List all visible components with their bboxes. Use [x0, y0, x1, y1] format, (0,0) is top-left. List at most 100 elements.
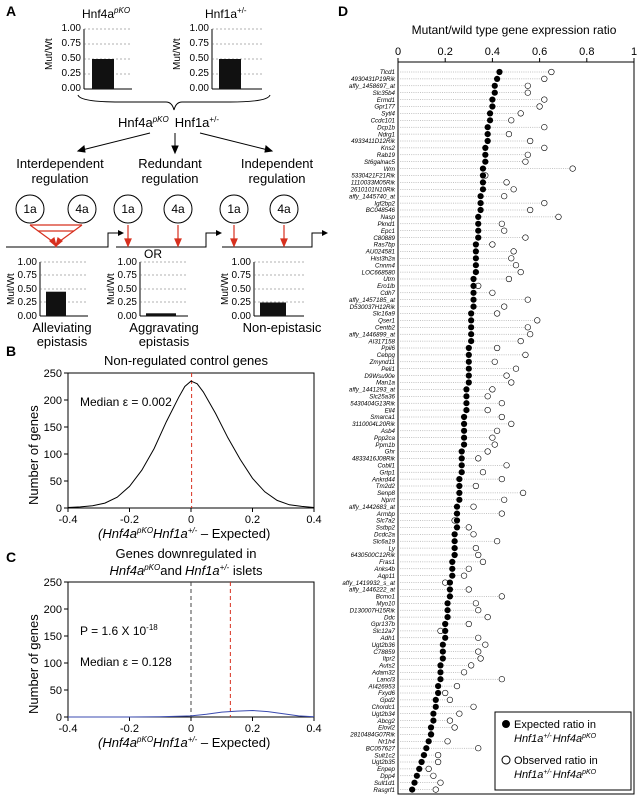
observed-point	[430, 772, 437, 779]
expected-point	[465, 358, 472, 365]
expected-point	[463, 386, 470, 393]
x-tick-1: -0.2	[120, 514, 139, 526]
regulation-3-bottom: regulation	[248, 171, 305, 186]
gene-label: affy_1442683_at	[349, 504, 395, 511]
left-bar-title: Hnf4apKO	[82, 6, 130, 21]
observed-point	[475, 648, 482, 655]
expected-point	[442, 634, 449, 641]
observed-point	[527, 206, 534, 214]
or-label: OR	[144, 247, 162, 261]
expected-point	[470, 289, 477, 296]
left-tick-4: 0.00	[62, 83, 82, 94]
gene-label: Armbp	[376, 511, 396, 518]
observed-point	[472, 544, 479, 552]
expected-point	[456, 482, 463, 490]
gene-label: Chordc1	[372, 704, 395, 711]
gene-label: Fxyd6	[378, 690, 395, 697]
circle-1a-2: 1a	[121, 202, 135, 216]
expected-point	[494, 75, 501, 82]
expected-point	[479, 165, 487, 172]
d-x-tick-4: 0.8	[579, 46, 594, 58]
gene-label: Ddc	[384, 614, 396, 621]
expected-point	[435, 683, 442, 690]
panel-label-b: B	[6, 343, 16, 359]
svg-text:Mut/Wt: Mut/Wt	[6, 273, 17, 305]
expected-point	[451, 545, 458, 552]
expected-point	[427, 724, 435, 731]
expected-point	[486, 117, 494, 124]
svg-text:0.50: 0.50	[18, 284, 38, 295]
circle-4a-3: 4a	[277, 202, 291, 216]
panel-label-d: D	[338, 3, 348, 19]
panel-d-chart: 0 0.2 0.4 0.6 0.8 1 Tlcd14930431P19Rikaffy_14…	[342, 46, 637, 795]
observed-point	[508, 117, 515, 124]
regulation-2-top: Redundant	[138, 156, 202, 171]
expected-point	[456, 489, 463, 496]
observed-point	[494, 538, 501, 545]
expected-point	[420, 752, 428, 759]
observed-point	[527, 137, 534, 145]
observed-point	[491, 358, 498, 365]
gene-label: Ppp2ca	[374, 435, 396, 442]
x-tick-2: 0	[188, 514, 194, 526]
y-tick-1: 50	[50, 685, 62, 697]
observed-point	[498, 676, 505, 683]
expected-point	[475, 213, 482, 220]
gene-label: Utrn	[383, 276, 395, 283]
expected-point	[451, 538, 458, 545]
gene-label: Peli1	[381, 366, 395, 373]
gene-label: 4930431P19Rik	[351, 76, 396, 83]
expected-point	[430, 717, 437, 724]
expected-point	[449, 565, 456, 572]
expected-point	[437, 676, 444, 683]
y-tick-4: 200	[44, 395, 62, 407]
right-bar-title: Hnf1a+/-	[205, 6, 247, 21]
legend-observed-2: Hnf1a+/-Hnf4apKO	[514, 769, 597, 781]
gene-label: Ermd1	[377, 97, 395, 104]
distribution-line	[67, 380, 315, 508]
gene-label: Slc12a7	[373, 628, 396, 635]
right-tick-2: 0.50	[190, 53, 210, 64]
panel-c-xlabel: (Hnf4apKOHnf1a+/- – Expected)	[98, 735, 270, 750]
observed-point	[494, 310, 501, 317]
gene-label: Zmynd11	[369, 359, 395, 366]
observed-point	[489, 241, 496, 248]
observed-point	[512, 262, 520, 269]
gene-label: Kns2	[381, 145, 396, 152]
expected-point	[491, 82, 498, 89]
expected-point	[444, 607, 451, 614]
right-bar-chart: 1.00 0.75 0.50 0.25 0.00 Mut/Wt	[172, 23, 262, 94]
observed-point	[425, 765, 432, 773]
observed-point	[503, 462, 510, 469]
observed-point	[517, 338, 524, 345]
gene-label: Dcp1b	[377, 124, 395, 131]
gene-label: Rasgrf1	[373, 787, 395, 794]
expected-point	[489, 96, 496, 103]
observed-point	[484, 407, 491, 414]
observed-point	[475, 634, 482, 641]
d-x-tick-2: 0.4	[485, 46, 500, 58]
outcome-chart-3: 1.00 0.75 0.50 0.25 0.00 Mut/Wt	[220, 257, 304, 322]
panel-c-median: Median ε = 0.128	[80, 655, 172, 669]
observed-point	[510, 248, 517, 255]
gene-label: Ankrd44	[371, 476, 396, 483]
gene-label: Myo10	[376, 601, 395, 608]
observed-point	[465, 524, 472, 531]
observed-point	[522, 351, 529, 359]
panel-d-title: Mutant/wild type gene expression ratio	[412, 23, 617, 37]
observed-point	[498, 593, 505, 600]
observed-point	[512, 365, 520, 372]
gene-label: Slc16a9	[373, 311, 396, 318]
gene-label: Adh1	[380, 635, 395, 642]
distribution-line	[68, 709, 315, 718]
gene-label: AU024581	[365, 249, 395, 256]
observed-point	[503, 372, 510, 379]
d-x-tick-3: 0.6	[532, 46, 547, 58]
gene-label: Bcmo1	[376, 594, 395, 601]
expected-point	[482, 158, 489, 165]
observed-point	[460, 669, 468, 676]
expected-point	[435, 689, 442, 697]
outcome-3-top: Non-epistasic	[243, 320, 322, 335]
observed-point	[484, 393, 491, 400]
